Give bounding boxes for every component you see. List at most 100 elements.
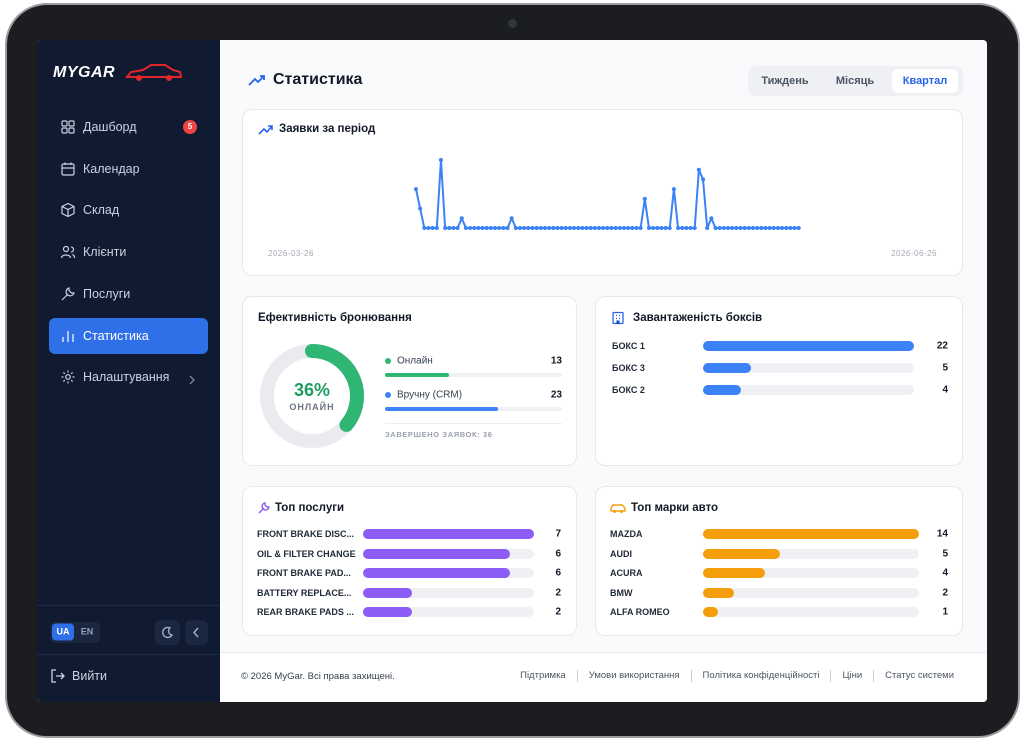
nav-icon: [60, 244, 76, 260]
donut-arc: [305, 344, 364, 432]
point: [476, 226, 481, 230]
point: [468, 226, 473, 230]
point: [655, 226, 660, 230]
nav-icon: [60, 202, 76, 218]
nav-item[interactable]: Статистика: [83, 328, 149, 343]
legend-bar: [385, 373, 449, 377]
row-value: 4: [942, 384, 948, 396]
nav-icon: [60, 119, 76, 135]
nav-item[interactable]: Склад: [83, 203, 120, 218]
theme-toggle[interactable]: [155, 620, 180, 645]
point: [488, 226, 493, 230]
row-value: 5: [942, 362, 948, 374]
point: [701, 177, 706, 182]
point: [680, 226, 685, 230]
boxes-card: Завантаженість боксів БОКС 1 22 БОКС 3 5 БОК…: [595, 296, 963, 466]
row-label: БОКС 3: [612, 363, 645, 373]
bar: [703, 529, 919, 539]
bar: [703, 587, 734, 598]
point: [709, 216, 714, 221]
bar: [703, 363, 751, 373]
logout[interactable]: Вийти: [72, 669, 108, 683]
nav-item[interactable]: Налаштування: [83, 370, 170, 385]
card-title: Завантаженість боксів: [633, 312, 763, 324]
point: [414, 187, 418, 192]
language-option[interactable]: EN: [80, 626, 94, 637]
point: [626, 226, 631, 230]
nav-item[interactable]: Послуги: [83, 286, 131, 301]
point: [422, 226, 427, 230]
point: [763, 226, 768, 230]
point: [493, 226, 498, 230]
bar-track: [703, 587, 919, 598]
point: [434, 226, 439, 230]
row-label: AUDI: [610, 548, 632, 559]
period-tab[interactable]: Квартал: [892, 69, 958, 93]
point: [742, 226, 747, 230]
point: [788, 226, 793, 230]
row-label: BATTERY REPLACE...: [257, 587, 352, 598]
point: [463, 226, 468, 230]
point: [551, 226, 556, 230]
period-switch: Тиждень Місяць Квартал: [748, 66, 963, 96]
point: [547, 226, 552, 230]
row-value: 6: [555, 567, 561, 579]
row-value: 2: [555, 606, 561, 618]
row-label: БОКС 1: [612, 341, 645, 351]
footer-link[interactable]: Ціни: [830, 670, 873, 682]
trend-icon: [258, 125, 273, 135]
point: [526, 226, 531, 230]
period-tab[interactable]: Місяць: [835, 75, 875, 87]
legend-dot: [385, 358, 391, 364]
bar-track: [363, 587, 534, 598]
point: [617, 226, 622, 230]
point: [538, 226, 543, 230]
bar: [363, 607, 412, 617]
icon: [61, 120, 75, 134]
row-label: ACURA: [610, 568, 643, 578]
footer-link[interactable]: Підтримка: [520, 670, 566, 681]
date-end: 2026-06-26: [891, 249, 937, 258]
point: [676, 226, 681, 230]
point: [730, 226, 735, 230]
donut-caption: ОНЛАЙН: [289, 402, 335, 412]
building-icon: [612, 311, 624, 325]
row-value: 6: [555, 548, 561, 559]
point: [684, 226, 689, 230]
moon-icon: [162, 626, 174, 639]
point: [750, 226, 755, 230]
collapse-button[interactable]: [185, 620, 208, 645]
point: [622, 226, 626, 230]
row-label: BMW: [610, 587, 633, 598]
point: [430, 226, 435, 230]
legend-label: Вручну (CRM): [397, 389, 463, 401]
point: [638, 226, 643, 230]
point: [576, 226, 581, 230]
nav-item[interactable]: Клієнти: [83, 245, 127, 260]
nav-icon: [60, 328, 76, 344]
footer: [220, 652, 987, 702]
divider: [37, 654, 220, 655]
footer-link[interactable]: Статус системи: [873, 670, 965, 682]
point: [555, 226, 560, 230]
row-value: 2: [942, 587, 948, 598]
nav-item[interactable]: Дашборд: [83, 120, 137, 134]
point: [721, 226, 726, 230]
point: [671, 187, 676, 192]
date-start: 2026-03-26: [268, 249, 314, 258]
point: [451, 226, 456, 230]
period-tab[interactable]: Тиждень: [761, 75, 809, 87]
point: [796, 226, 801, 230]
bar-track: [703, 385, 914, 395]
nav-item[interactable]: Календар: [83, 161, 140, 176]
point: [705, 226, 710, 230]
point: [509, 216, 514, 221]
icon: [61, 286, 75, 301]
language-option[interactable]: UA: [52, 623, 74, 641]
footer-link[interactable]: Політика конфіденційності: [690, 670, 831, 682]
point: [792, 226, 797, 230]
line: [415, 159, 799, 229]
row-value: 1: [942, 606, 948, 618]
footer-link[interactable]: Умови використання: [576, 670, 691, 682]
row-label: REAR BRAKE PADS ...: [257, 607, 354, 617]
